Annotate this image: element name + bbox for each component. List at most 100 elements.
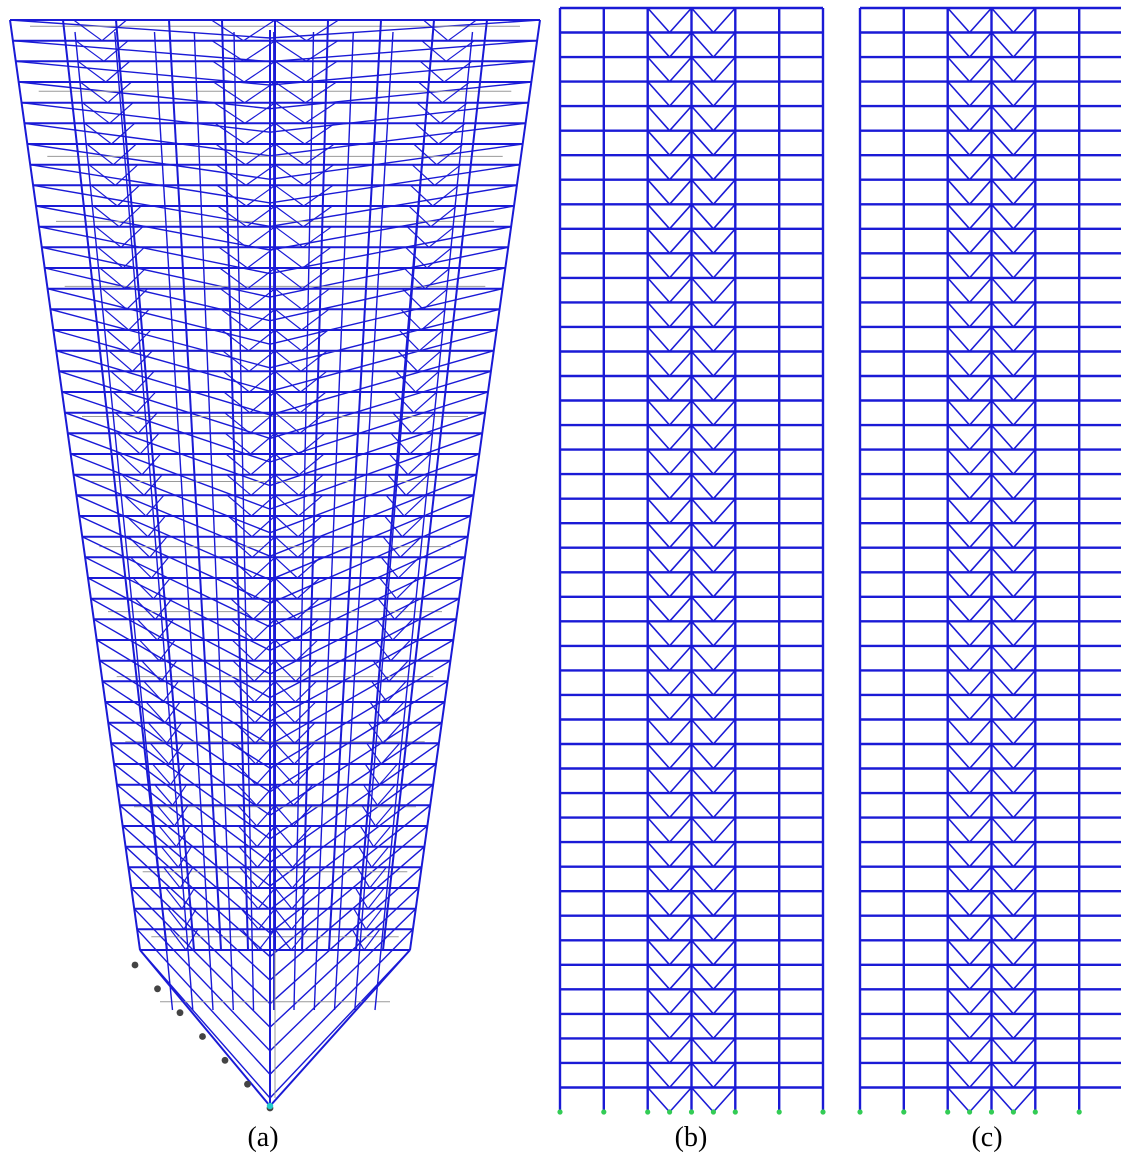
tower-beam [269,122,526,157]
frame-brace [690,326,714,353]
tower-brace [274,308,302,331]
tower-brace [256,825,276,848]
frame-brace [1012,424,1036,451]
tower-brace [405,474,429,496]
tower-brace [302,246,332,269]
frame-brace [690,56,714,83]
frame-brace [1012,350,1036,377]
tower-brace [358,846,373,868]
tower-brace [112,143,137,166]
tower-beam [107,722,271,840]
frame-brace [712,277,736,303]
frame-brace [690,1037,714,1064]
tower-brace [274,804,294,827]
tower-brace [249,391,276,414]
frame-brace [712,718,736,745]
frame-brace [969,350,993,377]
base-support [266,1102,274,1110]
tower-beam [24,122,271,157]
tower-brace [235,763,257,786]
tower-brace [151,556,170,579]
tower-brace [274,329,302,352]
tower-beam [18,81,271,110]
tower-brace [295,660,318,682]
tower-beam [9,19,271,39]
frame-brace [690,743,714,770]
frame-brace [712,571,736,598]
frame-brace [647,718,671,745]
tower-brace [303,164,335,186]
base-support [857,1109,863,1115]
frame-brace [1012,767,1036,794]
frame-brace [1012,1037,1036,1064]
frame-brace [990,399,1014,426]
frame-brace [712,498,736,524]
tower-brace [296,577,321,600]
tower-brace [160,846,179,868]
tower-brace [123,494,147,517]
frame-brace [1012,841,1036,868]
frame-brace [712,939,736,966]
frame-brace [969,203,993,230]
tower-brace [292,846,312,868]
tower-brace [234,722,256,744]
tower-brace [293,763,315,786]
tower-brace [426,246,453,269]
frame-brace [990,988,1014,1015]
frame-brace [712,522,736,549]
frame-brace [669,424,693,451]
frame-brace [690,130,714,156]
tower-brace [147,515,166,538]
frame-brace [947,841,971,868]
tower-brace [109,102,134,124]
frame-brace [669,743,693,770]
tower-brace [239,866,259,889]
tower-brace [105,60,131,83]
frame-brace [690,571,714,598]
tower-brace [298,494,324,517]
frame-brace [1012,31,1036,58]
panel-c-caption: (c) [971,1122,1003,1153]
frame-brace [969,301,993,328]
frame-brace [712,964,736,990]
tower-brace [401,288,424,310]
tower-brace [247,267,276,290]
tower-brace [379,577,397,600]
frame-brace [990,915,1014,941]
frame-brace [947,326,971,353]
tower-brace [274,887,293,910]
frame-brace [669,350,693,377]
tower-brace [436,143,464,166]
frame-brace [969,841,993,868]
tower-brace [369,701,386,724]
frame-brace [947,1086,971,1113]
frame-brace [647,252,671,279]
tower-brace [417,350,442,372]
tower-brace [300,329,329,352]
tower-brace [366,742,382,765]
frame-brace [947,375,971,402]
tower-brace [294,722,316,744]
frame-brace [1012,277,1036,303]
tower-brace [222,350,250,372]
tower-brace [295,639,319,662]
tower-column [221,19,249,951]
tower-brace [225,453,252,476]
tower-brace [103,308,130,331]
frame-brace [669,988,693,1015]
tower-brace [139,432,160,455]
frame-brace [712,350,736,377]
tower-brace [141,453,162,476]
frame-brace [712,694,736,721]
frame-brace [1012,105,1036,132]
frame-brace [969,154,993,181]
tower-brace [274,205,304,228]
frame-brace [969,718,993,745]
tower-column [114,31,194,1011]
frame-brace [990,203,1014,230]
tower-brace [298,453,325,476]
tower-beam [47,288,271,345]
tower-brace [428,226,455,248]
tower-column [374,31,474,1011]
frame-brace [669,203,693,230]
